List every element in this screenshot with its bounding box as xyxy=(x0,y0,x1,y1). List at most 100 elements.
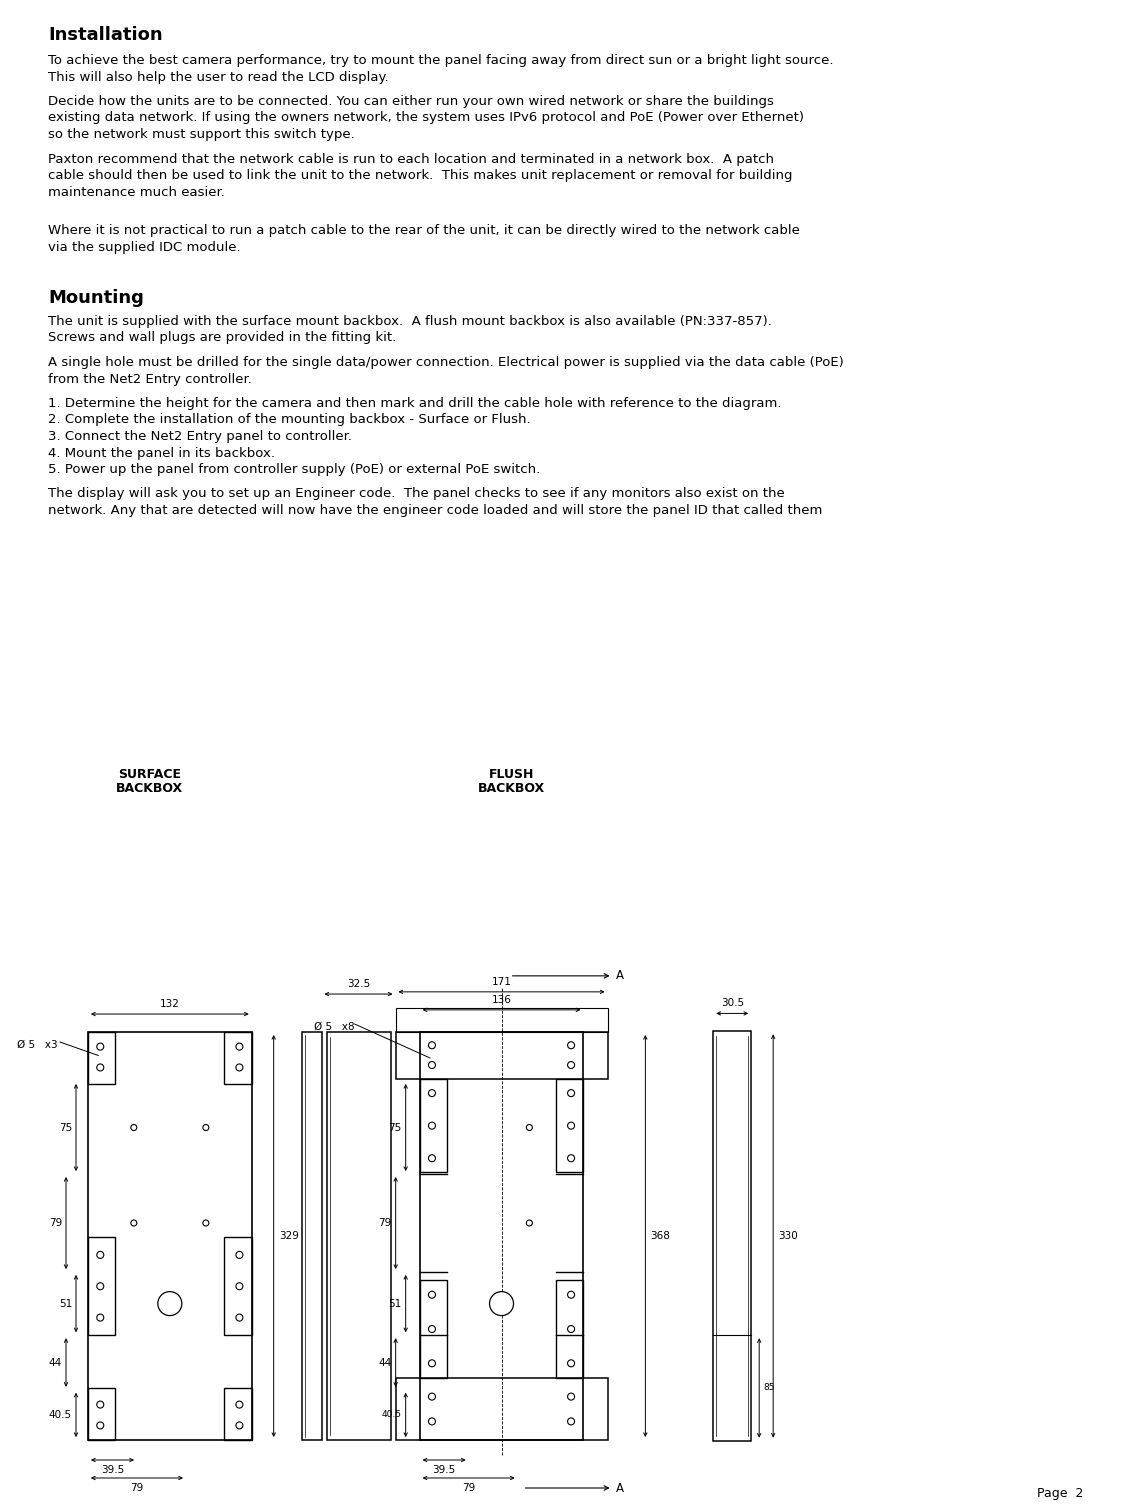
Text: 79: 79 xyxy=(131,1482,143,1493)
Text: Paxton recommend that the network cable is run to each location and terminated i: Paxton recommend that the network cable … xyxy=(48,153,774,166)
Circle shape xyxy=(568,1154,575,1162)
Circle shape xyxy=(568,1360,575,1367)
Circle shape xyxy=(568,1292,575,1298)
Circle shape xyxy=(428,1292,435,1298)
Circle shape xyxy=(203,1124,208,1130)
Text: 75: 75 xyxy=(389,1123,401,1133)
Text: maintenance much easier.: maintenance much easier. xyxy=(48,186,225,198)
Text: FLUSH: FLUSH xyxy=(489,768,534,781)
Text: 39.5: 39.5 xyxy=(433,1466,455,1475)
Circle shape xyxy=(236,1315,243,1321)
Circle shape xyxy=(97,1401,104,1408)
Text: BACKBOX: BACKBOX xyxy=(116,783,184,795)
Text: Where it is not practical to run a patch cable to the rear of the unit, it can b: Where it is not practical to run a patch… xyxy=(48,224,800,237)
Text: so the network must support this switch type.: so the network must support this switch … xyxy=(48,128,355,141)
Text: 44: 44 xyxy=(379,1357,392,1367)
Bar xyxy=(556,1280,584,1378)
Text: 3. Connect the Net2 Entry panel to controller.: 3. Connect the Net2 Entry panel to contr… xyxy=(48,431,352,443)
Text: 368: 368 xyxy=(650,1231,671,1241)
Text: 2. Complete the installation of the mounting backbox - Surface or Flush.: 2. Complete the installation of the moun… xyxy=(48,414,531,426)
Circle shape xyxy=(97,1064,104,1071)
Circle shape xyxy=(97,1315,104,1321)
Circle shape xyxy=(97,1251,104,1259)
Text: BACKBOX: BACKBOX xyxy=(478,783,545,795)
Text: Mounting: Mounting xyxy=(48,289,144,307)
Circle shape xyxy=(428,1393,435,1401)
Circle shape xyxy=(526,1124,532,1130)
Circle shape xyxy=(158,1292,181,1316)
Text: The display will ask you to set up an Engineer code.  The panel checks to see if: The display will ask you to set up an En… xyxy=(48,488,784,500)
Bar xyxy=(224,1032,251,1083)
Text: 79: 79 xyxy=(379,1218,392,1228)
Circle shape xyxy=(428,1041,435,1049)
Circle shape xyxy=(428,1089,435,1097)
Text: 1. Determine the height for the camera and then mark and drill the cable hole wi: 1. Determine the height for the camera a… xyxy=(48,397,781,409)
Circle shape xyxy=(97,1283,104,1290)
Text: 136: 136 xyxy=(491,994,512,1005)
Circle shape xyxy=(428,1123,435,1129)
Text: 5. Power up the panel from controller supply (PoE) or external PoE switch.: 5. Power up the panel from controller su… xyxy=(48,462,540,476)
Circle shape xyxy=(236,1401,243,1408)
Text: 171: 171 xyxy=(491,976,512,987)
Bar xyxy=(713,1032,752,1440)
Circle shape xyxy=(131,1124,136,1130)
Circle shape xyxy=(131,1219,136,1225)
Bar xyxy=(88,1238,115,1336)
Text: Installation: Installation xyxy=(48,26,162,44)
Circle shape xyxy=(568,1062,575,1068)
Circle shape xyxy=(568,1123,575,1129)
Bar xyxy=(396,1378,607,1440)
Text: Page  2: Page 2 xyxy=(1037,1487,1083,1500)
Text: Ø 5   x8: Ø 5 x8 xyxy=(314,1021,355,1032)
Text: To achieve the best camera performance, try to mount the panel facing away from : To achieve the best camera performance, … xyxy=(48,54,834,66)
Text: 51: 51 xyxy=(389,1298,401,1309)
Bar xyxy=(224,1389,251,1440)
Text: Ø 5   x3: Ø 5 x3 xyxy=(17,1040,57,1050)
Circle shape xyxy=(568,1325,575,1333)
Circle shape xyxy=(568,1041,575,1049)
Text: Screws and wall plugs are provided in the fitting kit.: Screws and wall plugs are provided in th… xyxy=(48,331,397,345)
Text: existing data network. If using the owners network, the system uses IPv6 protoco: existing data network. If using the owne… xyxy=(48,112,804,124)
Circle shape xyxy=(428,1360,435,1367)
Circle shape xyxy=(428,1062,435,1068)
Circle shape xyxy=(428,1154,435,1162)
Text: A single hole must be drilled for the single data/power connection. Electrical p: A single hole must be drilled for the si… xyxy=(48,357,844,369)
Text: 4. Mount the panel in its backbox.: 4. Mount the panel in its backbox. xyxy=(48,446,275,459)
Bar xyxy=(88,1032,251,1440)
Text: 75: 75 xyxy=(59,1123,72,1133)
Text: via the supplied IDC module.: via the supplied IDC module. xyxy=(48,240,241,254)
Circle shape xyxy=(489,1292,514,1316)
Bar xyxy=(327,1032,390,1440)
Text: 132: 132 xyxy=(160,999,180,1009)
Circle shape xyxy=(526,1219,532,1225)
Text: 85: 85 xyxy=(763,1384,774,1393)
Bar xyxy=(556,1079,584,1173)
Text: SURFACE: SURFACE xyxy=(118,768,181,781)
Bar xyxy=(396,1032,607,1079)
Text: 39.5: 39.5 xyxy=(100,1466,124,1475)
Bar xyxy=(88,1389,115,1440)
Text: Decide how the units are to be connected. You can either run your own wired netw: Decide how the units are to be connected… xyxy=(48,95,774,107)
Circle shape xyxy=(428,1325,435,1333)
Text: 40.5: 40.5 xyxy=(382,1410,401,1419)
Bar xyxy=(419,1280,447,1378)
Circle shape xyxy=(236,1043,243,1050)
Text: 40.5: 40.5 xyxy=(48,1410,72,1420)
Circle shape xyxy=(568,1417,575,1425)
Text: This will also help the user to read the LCD display.: This will also help the user to read the… xyxy=(48,71,389,83)
Text: 32.5: 32.5 xyxy=(347,979,370,990)
Bar xyxy=(88,1032,115,1083)
Circle shape xyxy=(97,1043,104,1050)
Text: cable should then be used to link the unit to the network.  This makes unit repl: cable should then be used to link the un… xyxy=(48,169,792,181)
Bar xyxy=(419,1079,447,1173)
Circle shape xyxy=(236,1422,243,1429)
Circle shape xyxy=(236,1064,243,1071)
Text: 44: 44 xyxy=(48,1357,62,1367)
Text: 51: 51 xyxy=(59,1298,72,1309)
Circle shape xyxy=(97,1422,104,1429)
Text: from the Net2 Entry controller.: from the Net2 Entry controller. xyxy=(48,373,251,385)
Circle shape xyxy=(203,1219,208,1225)
Bar xyxy=(419,1032,584,1440)
Circle shape xyxy=(568,1393,575,1401)
Bar xyxy=(302,1032,321,1440)
